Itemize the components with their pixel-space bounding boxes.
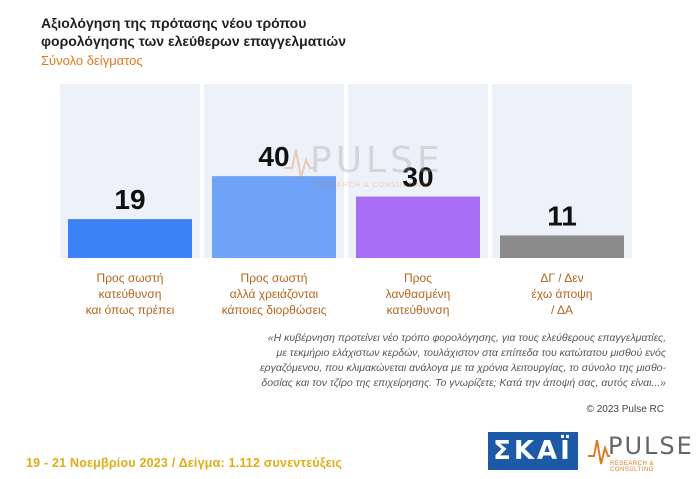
category-label: κατεύθυνση — [387, 303, 450, 317]
bar — [212, 176, 336, 258]
category-label: / ΔΑ — [551, 303, 573, 317]
chart-title: Αξιολόγηση της πρότασης νέου τρόπου φορο… — [41, 15, 347, 49]
quote-line: δοσίας και τον τζίρο της επιχείρησης. Το… — [261, 377, 666, 389]
category-label: κάποιες διορθώσεις — [222, 303, 327, 317]
bar — [500, 235, 624, 258]
pulse-logo-wave-icon — [588, 439, 610, 465]
category-label: αλλά χρειάζονται — [230, 287, 319, 301]
bar-chart: 19 Προς σωστή κατεύθυνση και όπως πρέπει 40 Π… — [60, 84, 632, 317]
data-label: 19 — [114, 184, 145, 215]
quote-line: με τεκμήριο ελάχιστων κερδών, τουλάχιστο… — [276, 347, 666, 359]
category-label: και όπως πρέπει — [86, 303, 175, 317]
category-label: Προς σωστή — [97, 271, 164, 285]
quote-line: εργαζόμενου, που κλιμακώνεται ανάλογα με… — [259, 362, 666, 374]
category-label: Προς σωστή — [241, 271, 308, 285]
pulse-logo-word: PULSE — [608, 432, 694, 460]
category-label: λανθασμένη — [386, 287, 451, 301]
data-label: 11 — [547, 200, 577, 231]
data-label: 40 — [258, 141, 289, 172]
category-label: κατεύθυνση — [99, 287, 162, 301]
pulse-logo-sub: RESEARCH & CONSULTING — [610, 461, 655, 473]
skai-logo: ΣΚΑΪ — [488, 432, 578, 470]
category-label: Προς — [404, 271, 432, 285]
quote-line: «Η κυβέρνηση προτείνει νέο τρόπο φορολόγ… — [267, 332, 666, 344]
copyright-text: © 2023 Pulse RC — [586, 404, 664, 415]
bar — [356, 196, 480, 258]
data-label: 30 — [402, 162, 433, 193]
question-quote: «Η κυβέρνηση προτείνει νέο τρόπο φορολόγ… — [200, 331, 666, 391]
bar-background — [492, 84, 632, 258]
category-label: ΔΓ / Δεν — [540, 271, 583, 285]
pulse-logo: PULSE RESEARCH & CONSULTING — [588, 432, 694, 473]
category-label: έχω άποψη — [532, 287, 593, 301]
chart-subtitle: Σύνολο δείγματος — [41, 53, 143, 68]
survey-footer: 19 - 21 Νοεμβρίου 2023 / Δείγμα: 1.112 σ… — [26, 456, 343, 470]
bar — [68, 219, 192, 258]
